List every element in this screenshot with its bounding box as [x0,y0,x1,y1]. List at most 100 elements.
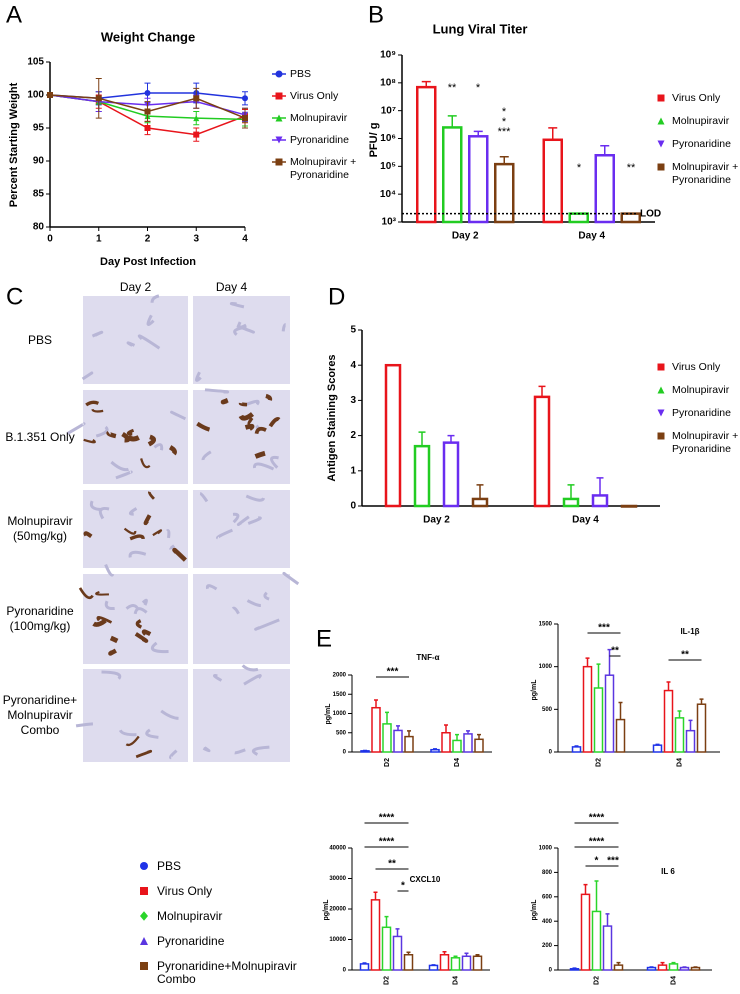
error-bar [447,434,455,443]
antigen-stain [78,587,94,600]
legend-label: Pyronaridine [290,133,349,146]
tissue-texture [153,443,164,451]
bar [620,504,638,508]
error-bar [442,950,447,955]
row-label: Pyronaridine (100mg/kg) [0,604,80,634]
error-bar [464,952,469,957]
point [144,108,151,115]
bar [452,739,462,753]
error-bar [655,743,660,746]
y-axis-label: pg/mL [531,679,538,701]
error-bar [475,954,480,957]
significance: ** [611,646,619,657]
antigen-stain [91,408,104,413]
error-bar [396,725,400,731]
bar [591,494,609,508]
bar [468,135,489,224]
error-bar [596,477,604,496]
bar [652,744,663,753]
tissue-texture [166,529,171,539]
significance: * [401,881,405,892]
bar [679,966,690,971]
tissue-texture [128,550,147,558]
bar [696,703,707,753]
error-bar [374,699,378,708]
error-bar [583,883,588,895]
x-tick-label: D2 [384,758,391,767]
row-label-line: (100mg/kg) [9,619,71,633]
legend-marker [275,70,283,78]
error-bar [476,484,484,499]
significance: *** [598,623,610,634]
y-axis-label: Percent Starting Weight [8,82,20,207]
error-bar [538,385,546,397]
bar [442,126,463,224]
histology-image [193,669,290,762]
legend-label: Molnupiravir + Pyronaridine [290,155,357,181]
y-tick-label: 0 [343,968,347,974]
antigen-stain [141,629,152,637]
bar [371,706,381,753]
antigen-stain [238,412,255,421]
chart-title: IL-1β [680,627,699,636]
legend-marker [657,386,665,394]
bar [620,212,641,224]
y-tick-label: 10⁸ [380,77,396,88]
bar [569,968,580,971]
y-tick-label: 0 [350,501,356,512]
legend-marker [140,937,148,945]
error-bar [455,733,459,741]
antigen-stain [220,397,229,405]
tissue-texture [81,371,94,381]
y-tick-label: 85 [33,189,45,200]
legend-marker [275,158,283,166]
bar [442,441,460,508]
error-bar [385,711,389,724]
bar [580,893,591,971]
error-bar [666,681,671,691]
bar [571,746,582,753]
tissue-texture [91,330,104,338]
bar [615,718,626,753]
legend-marker [140,887,148,895]
legend-marker [657,140,665,148]
tissue-texture [232,512,240,524]
bar [441,732,451,753]
tissue-texture [233,325,247,336]
error-bar [618,701,623,720]
legend-label: Molnupiravir [290,111,348,124]
bar [404,735,414,753]
tissue-texture [110,460,129,472]
column-label: Day 4 [216,280,248,294]
histology-image [193,296,290,384]
antigen-stain [125,735,140,747]
tissue-texture [160,709,179,720]
antigen-stain [83,531,93,539]
legend-marker [657,117,665,125]
bar [594,154,615,224]
legend-label: Molnupiravir + Pyronaridine [672,160,739,186]
y-axis-label: Antigen Staining Scores [326,354,338,481]
antigen-stain [140,458,151,469]
antigen-stain [106,430,117,439]
bar [474,738,484,753]
y-tick-label: 10⁶ [380,133,396,144]
error-bar [616,961,621,966]
x-tick-label: D4 [452,976,459,985]
panel-letter: A [6,1,22,28]
error-bar [596,663,601,688]
significance: *** [387,667,399,678]
antigen-stain [254,426,267,435]
bar [393,729,403,753]
tissue-texture [244,399,260,407]
bar [685,729,696,753]
bar [382,723,392,753]
histology-image [193,574,290,664]
legend-marker [140,962,148,970]
legend-label: Virus Only [290,89,339,102]
bar [668,963,679,971]
antigen-stain [152,529,163,537]
chart-title: Weight Change [101,29,195,44]
y-tick-label: 3 [350,395,356,406]
bar [613,964,624,971]
